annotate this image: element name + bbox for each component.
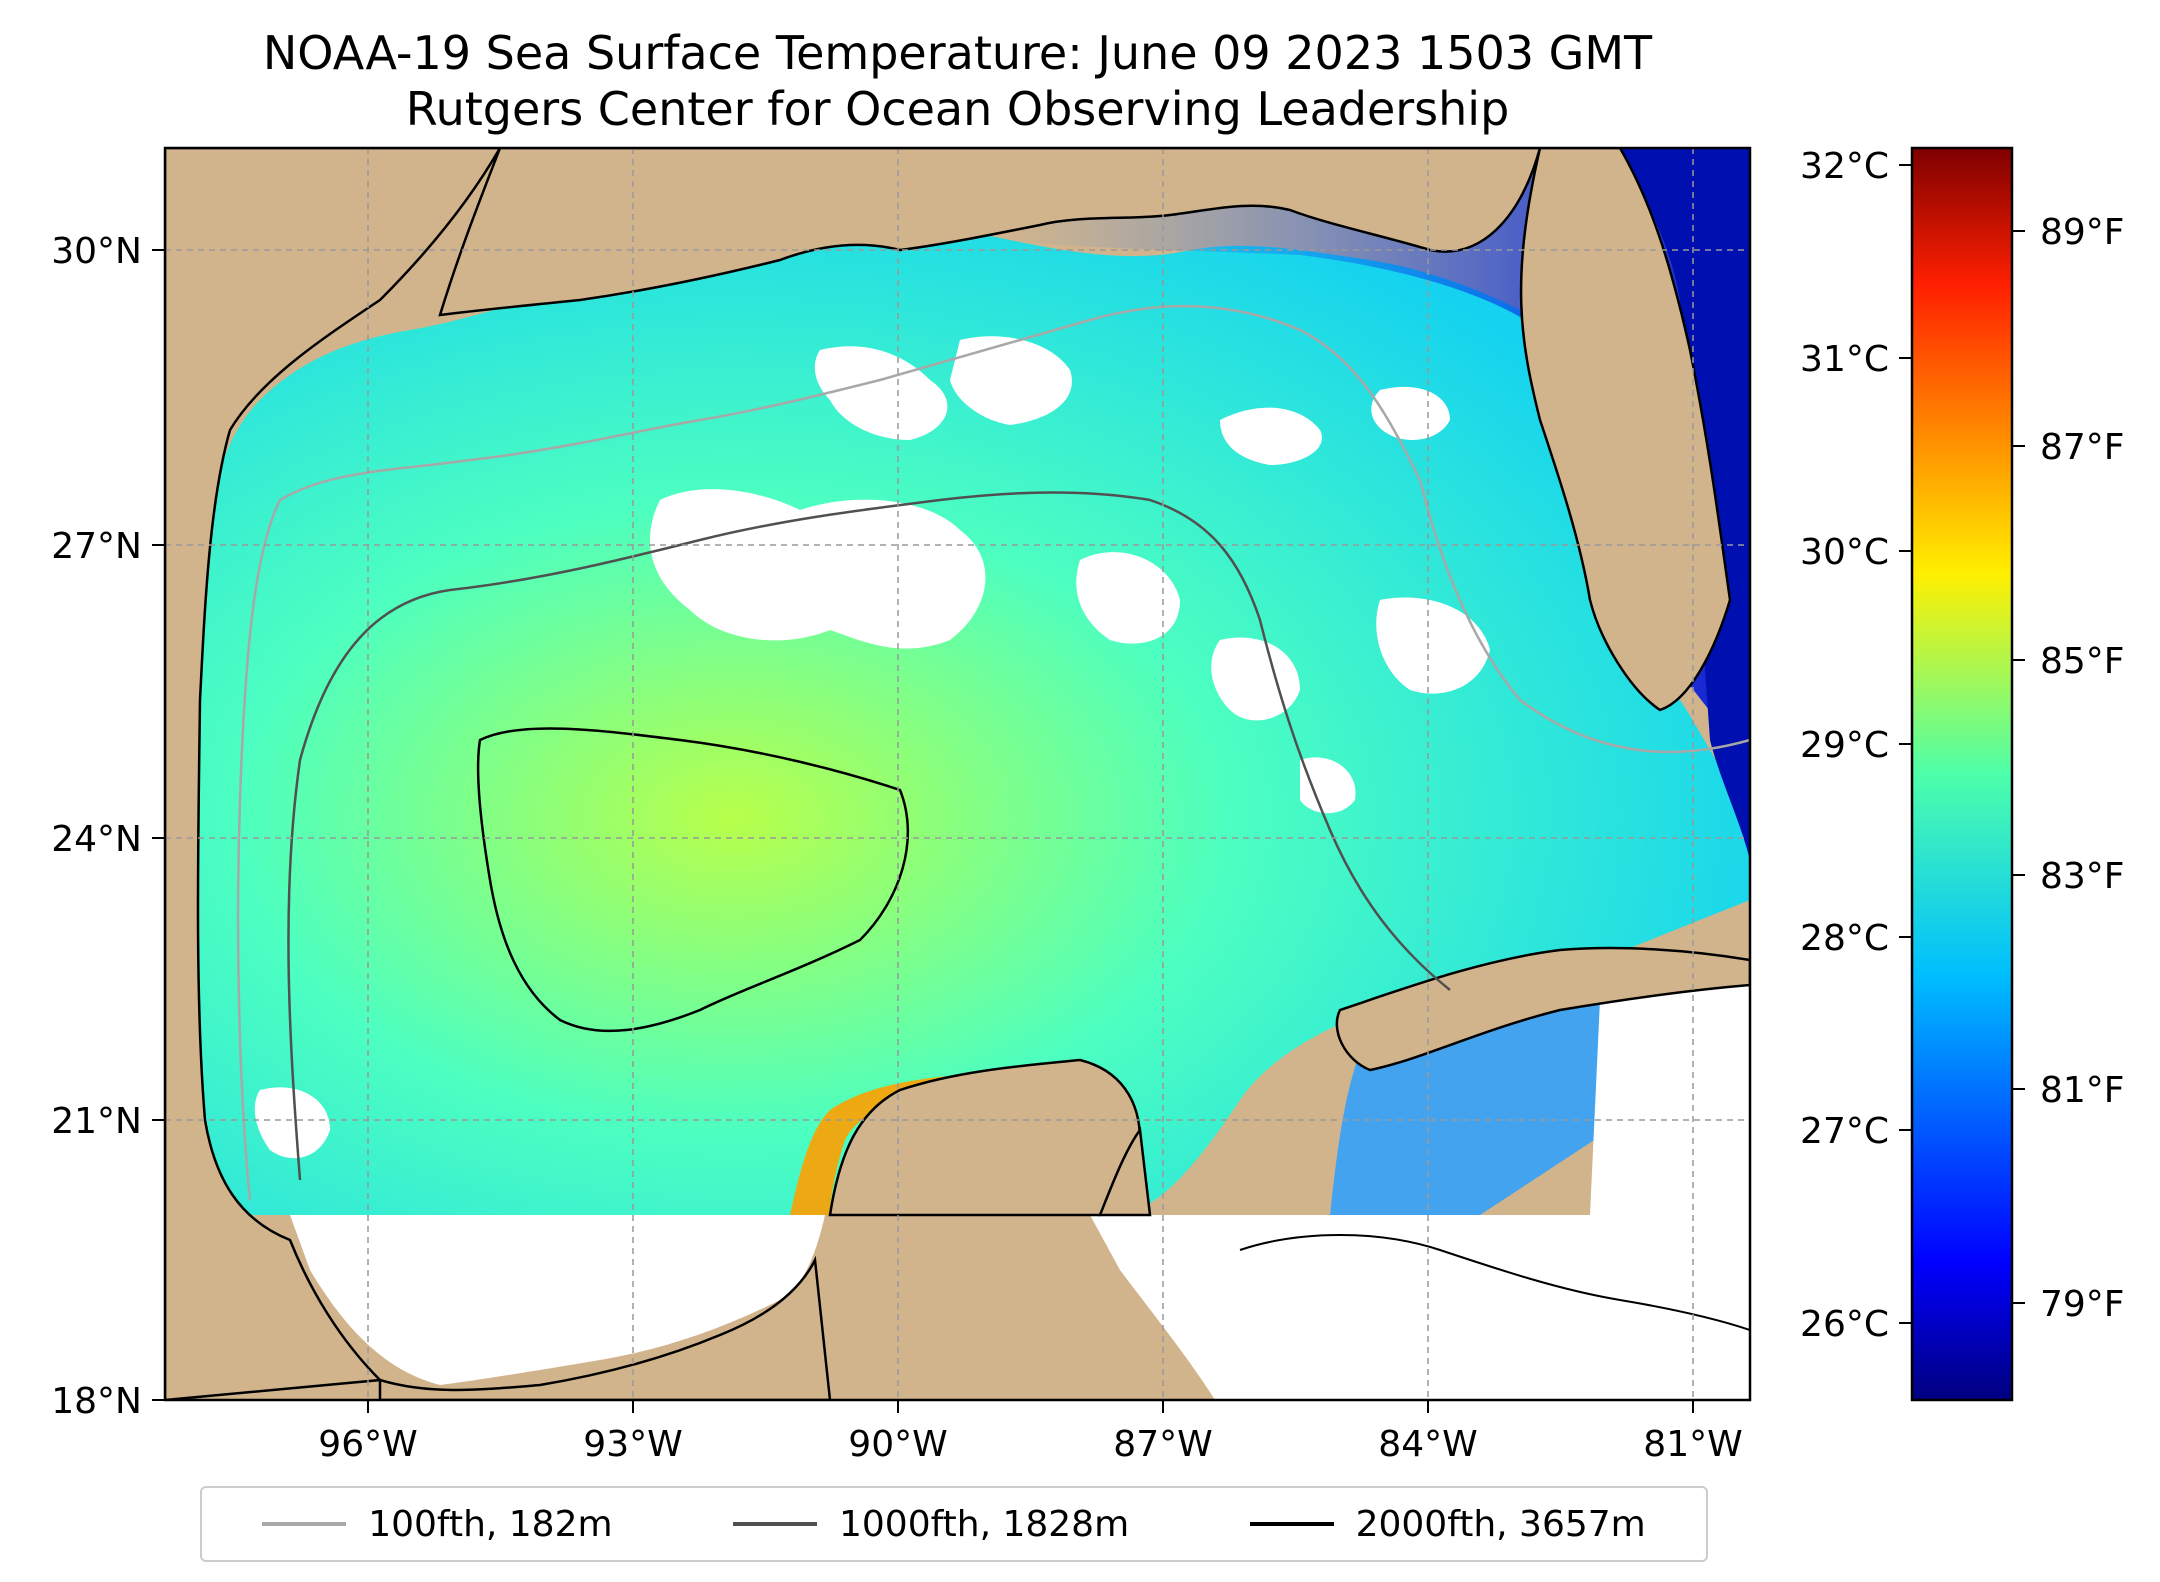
contour-1000fth bbox=[287, 491, 1451, 1181]
celsius-tick-label: 26°C bbox=[1800, 1304, 1889, 1345]
lat-tick-label: 24°N bbox=[51, 819, 142, 860]
lon-tick-label: 93°W bbox=[583, 1424, 682, 1465]
legend-item-2000fth: 2000fth, 3657m bbox=[1249, 1503, 1646, 1545]
yucatan-warm-edge bbox=[790, 1075, 960, 1215]
gridlines bbox=[165, 148, 1750, 1400]
lon-tick-label: 96°W bbox=[318, 1424, 417, 1465]
legend-swatch-1000fth bbox=[732, 1522, 817, 1526]
lat-axis: 30°N 27°N 24°N 21°N 18°N bbox=[51, 231, 165, 1422]
celsius-tick-label: 31°C bbox=[1800, 339, 1889, 380]
contour-2000fth bbox=[476, 727, 910, 1033]
map-frame bbox=[163, 146, 1752, 1402]
gulf-sst-field bbox=[186, 222, 1750, 1215]
legend-item-1000fth: 1000fth, 1828m bbox=[732, 1503, 1130, 1545]
atlantic-cold-water bbox=[1620, 148, 1750, 860]
lat-tick-label: 21°N bbox=[51, 1101, 142, 1142]
legend-label: 2000fth, 3657m bbox=[1355, 1503, 1646, 1545]
legend-swatch-100fth bbox=[262, 1522, 347, 1526]
lon-tick-label: 81°W bbox=[1643, 1424, 1742, 1465]
no-data-caribbean bbox=[1090, 1215, 1750, 1400]
legend-label: 1000fth, 1828m bbox=[838, 1503, 1130, 1545]
colorbar: 32°C 31°C 30°C 29°C 28°C 27°C 26°C 89°F … bbox=[1800, 146, 2125, 1402]
celsius-tick-label: 30°C bbox=[1800, 532, 1889, 573]
contour-2000fth-east bbox=[1239, 1234, 1750, 1331]
legend-label: 100fth, 182m bbox=[368, 1503, 613, 1545]
no-data-south bbox=[290, 1215, 825, 1385]
contour-100fth bbox=[236, 304, 1750, 1201]
lon-tick-label: 90°W bbox=[848, 1424, 947, 1465]
legend-item-100fth: 100fth, 182m bbox=[262, 1503, 613, 1545]
celsius-tick-label: 28°C bbox=[1800, 918, 1889, 959]
lon-tick-label: 84°W bbox=[1378, 1424, 1477, 1465]
chart-title: NOAA-19 Sea Surface Temperature: June 09… bbox=[262, 26, 1653, 80]
legend-swatch-2000fth bbox=[1249, 1522, 1334, 1526]
coastlines bbox=[165, 148, 1750, 1400]
lat-tick-label: 27°N bbox=[51, 526, 142, 567]
lon-axis: 96°W 93°W 90°W 87°W 84°W 81°W bbox=[318, 1400, 1743, 1465]
fahrenheit-tick-label: 79°F bbox=[2040, 1284, 2125, 1325]
colorbar-celsius-axis: 32°C 31°C 30°C 29°C 28°C 27°C 26°C bbox=[1800, 146, 1912, 1345]
celsius-tick-label: 29°C bbox=[1800, 725, 1889, 766]
celsius-tick-label: 32°C bbox=[1800, 146, 1889, 187]
fahrenheit-tick-label: 89°F bbox=[2040, 212, 2125, 253]
lon-tick-label: 87°W bbox=[1113, 1424, 1212, 1465]
bathymetry-contours bbox=[236, 304, 1750, 1331]
fahrenheit-tick-label: 81°F bbox=[2040, 1070, 2125, 1111]
cloud-patches bbox=[254, 336, 1680, 1159]
fahrenheit-tick-label: 87°F bbox=[2040, 427, 2125, 468]
contour-legend: 100fth, 182m 1000fth, 1828m 2000fth, 365… bbox=[200, 1486, 1708, 1562]
colorbar-fahrenheit-axis: 89°F 87°F 85°F 83°F 81°F 79°F bbox=[2012, 212, 2125, 1325]
fahrenheit-tick-label: 85°F bbox=[2040, 641, 2125, 682]
map-plot-area bbox=[165, 148, 1750, 1400]
lat-tick-label: 18°N bbox=[51, 1381, 142, 1422]
lat-tick-label: 30°N bbox=[51, 231, 142, 272]
fahrenheit-tick-label: 83°F bbox=[2040, 856, 2125, 897]
colorbar-gradient bbox=[1910, 146, 2014, 1402]
celsius-tick-label: 27°C bbox=[1800, 1111, 1889, 1152]
chart-subtitle: Rutgers Center for Ocean Observing Leade… bbox=[405, 82, 1510, 136]
